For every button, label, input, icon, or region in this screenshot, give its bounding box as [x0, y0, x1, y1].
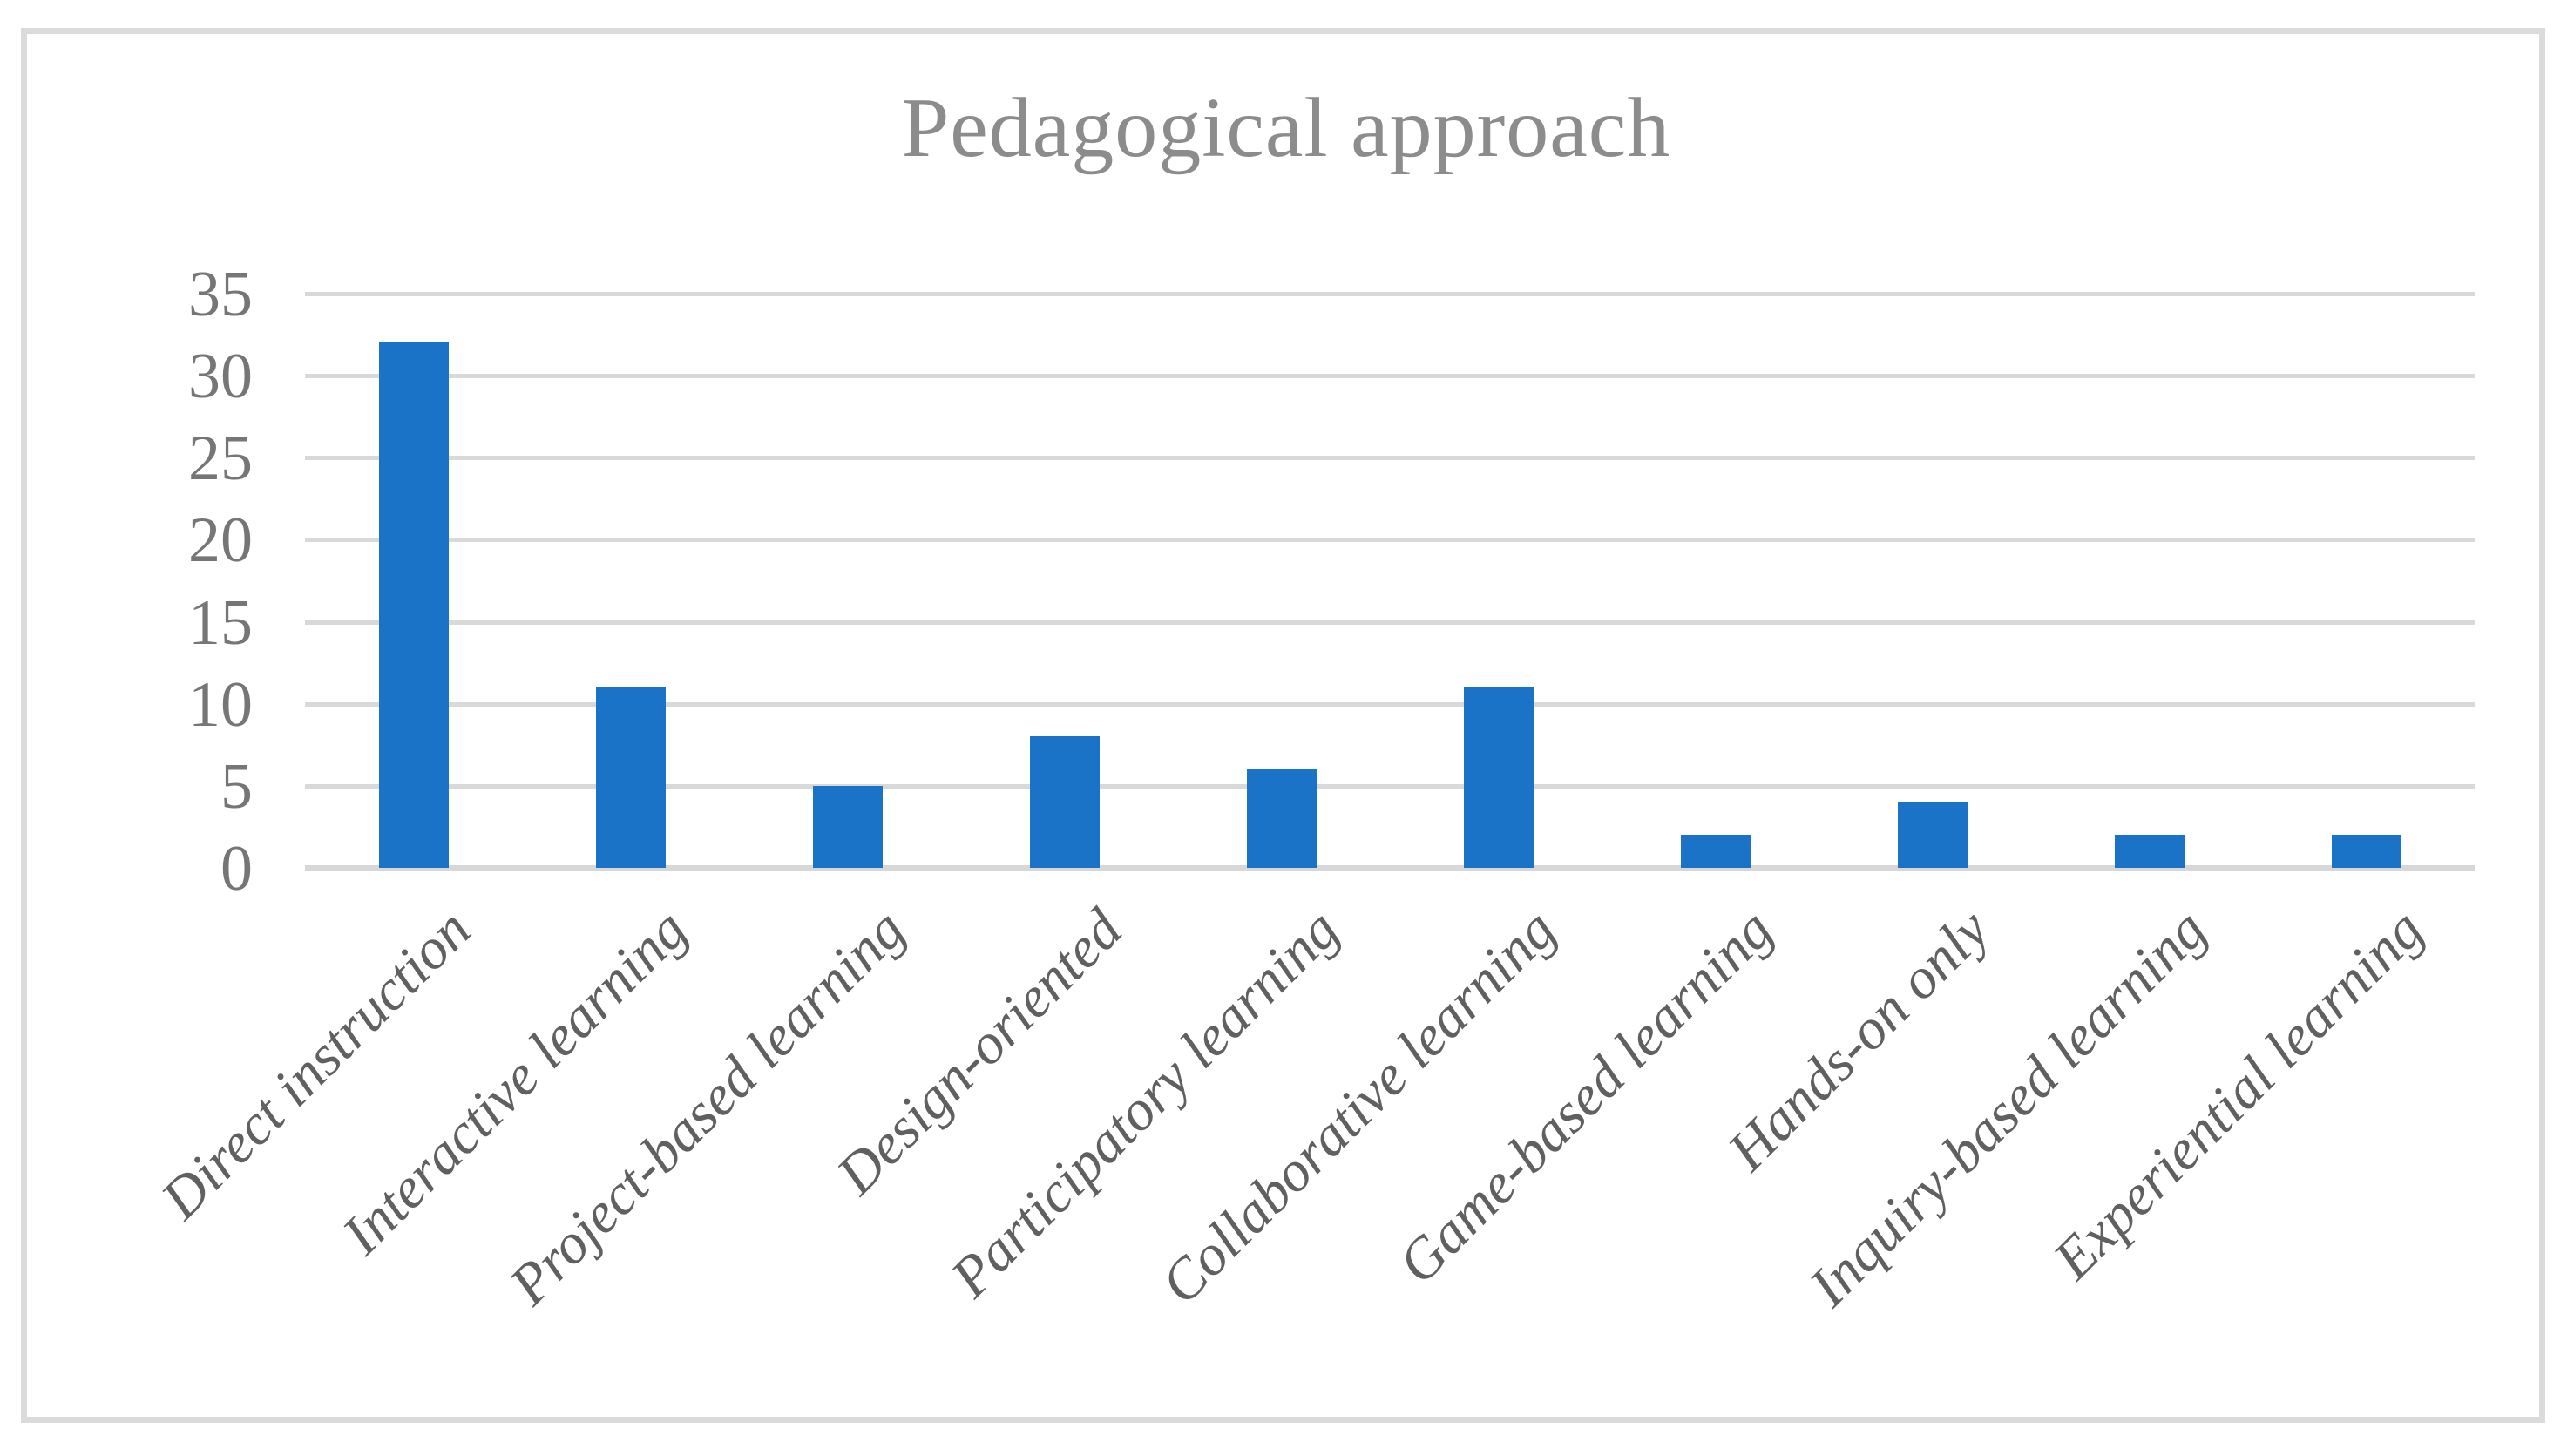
- y-tick-label: 30: [188, 341, 253, 413]
- gridline: [305, 538, 2475, 543]
- bar: [1030, 736, 1100, 868]
- bar: [379, 342, 449, 868]
- bar: [2332, 835, 2401, 868]
- bar: [1898, 802, 1968, 868]
- y-tick-label: 5: [220, 750, 253, 823]
- x-category-label: Project-based learning: [497, 897, 917, 1317]
- gridline: [305, 292, 2475, 296]
- gridline: [305, 374, 2475, 379]
- gridline: [305, 701, 2475, 707]
- bar: [596, 687, 666, 868]
- y-tick-label: 0: [220, 833, 253, 904]
- y-tick-label: 25: [188, 423, 253, 495]
- bar: [1681, 835, 1751, 868]
- x-axis-line: [305, 865, 2475, 871]
- bar: [2115, 835, 2185, 868]
- bar: [1247, 769, 1317, 868]
- x-category-label: Game-based learning: [1385, 897, 1785, 1297]
- y-tick-label: 15: [188, 586, 253, 659]
- x-category-label: Inquiry-based learning: [1797, 897, 2218, 1319]
- x-category-label: Participatory learning: [938, 897, 1351, 1310]
- y-tick-label: 35: [188, 259, 253, 330]
- x-category-label: Experiential learning: [2041, 897, 2435, 1291]
- y-tick-label: 10: [188, 668, 253, 741]
- chart-title: Pedagogical approach: [901, 81, 1671, 175]
- gridline: [305, 620, 2475, 625]
- gridline: [305, 783, 2475, 789]
- bar: [1464, 687, 1534, 868]
- bar: [813, 786, 883, 868]
- y-tick-label: 20: [188, 505, 253, 577]
- x-category-label: Collaborative learning: [1148, 897, 1568, 1317]
- gridline: [305, 456, 2475, 461]
